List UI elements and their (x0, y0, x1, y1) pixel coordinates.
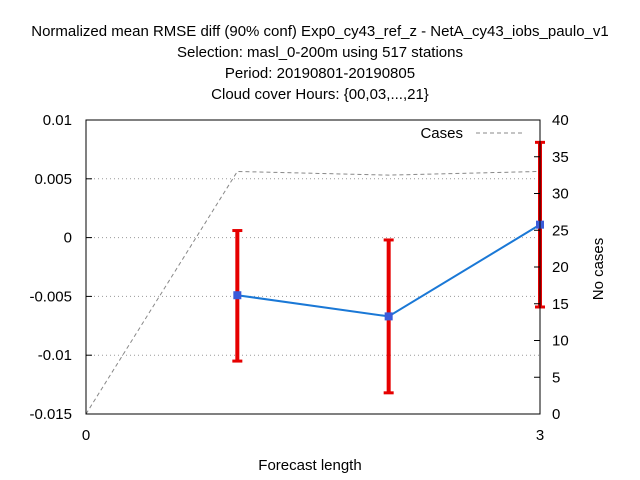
chart-title-line: Selection: masl_0-200m using 517 station… (177, 44, 463, 61)
legend: Cases (420, 125, 522, 142)
y-tick-label: 0.005 (34, 171, 72, 188)
x-tick-label: 3 (536, 427, 544, 444)
x-axis-label: Forecast length (258, 457, 361, 474)
cases-series (85, 170, 541, 415)
y2-tick-label: 5 (552, 369, 560, 386)
y-tick-label: 0 (64, 230, 72, 247)
cases-line (85, 170, 541, 415)
chart-title-line: Normalized mean RMSE diff (90% conf) Exp… (31, 23, 609, 40)
y-tick-label: -0.01 (38, 347, 72, 364)
y-tick-label: -0.005 (29, 288, 72, 305)
y2-tick-label: 0 (552, 406, 560, 423)
data-point (384, 312, 393, 321)
y2-tick-label: 30 (552, 186, 569, 203)
y2-tick-label: 15 (552, 296, 569, 313)
y2-tick-label: 35 (552, 149, 569, 166)
chart-title-line: Cloud cover Hours: {00,03,...,21} (211, 86, 429, 103)
y2-tick-label: 10 (552, 333, 569, 350)
chart-title-line: Period: 20190801-20190805 (225, 65, 415, 82)
y-tick-label: -0.015 (29, 406, 72, 423)
y2-tick-label: 25 (552, 222, 569, 239)
chart-title: Normalized mean RMSE diff (90% conf) Exp… (31, 23, 609, 103)
y-axis-right: 40 35 30 25 20 15 10 5 0 (534, 112, 569, 423)
y-axis-left: 0.01 0.005 0 -0.005 -0.01 -0.015 (29, 112, 92, 423)
y-axis-right-label: No cases (590, 238, 607, 301)
legend-label: Cases (420, 125, 463, 142)
y-tick-label: 0.01 (43, 112, 72, 129)
y2-tick-label: 40 (552, 112, 569, 129)
x-tick-label: 0 (82, 427, 90, 444)
y2-tick-label: 20 (552, 259, 569, 276)
data-point (233, 291, 242, 300)
